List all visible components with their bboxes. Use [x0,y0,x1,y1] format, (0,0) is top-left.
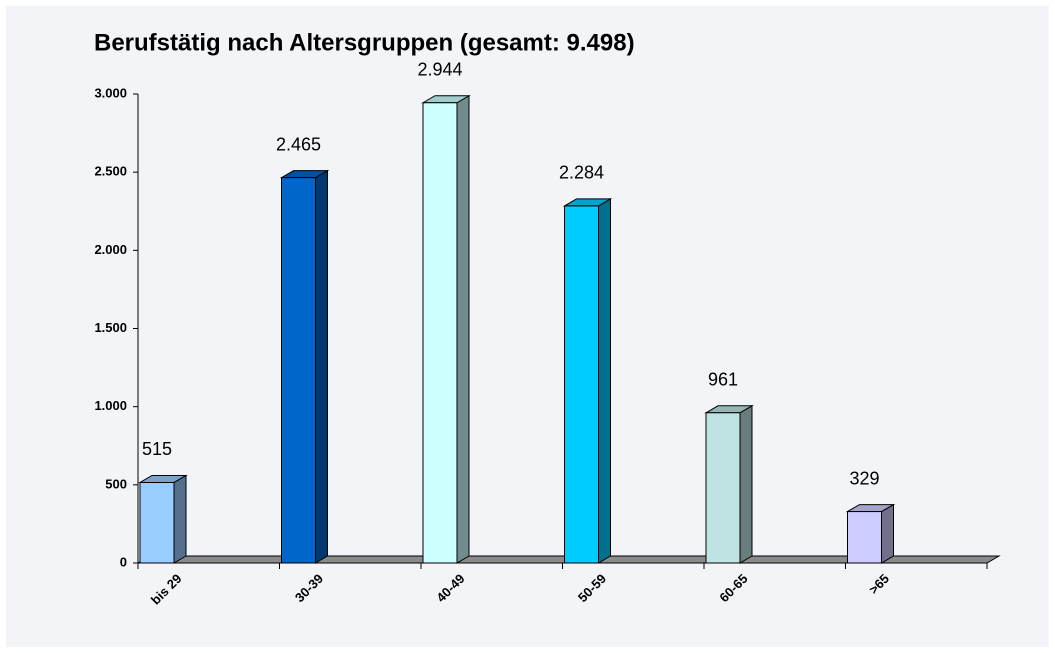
bar [847,511,882,564]
y-tick-label: 500 [105,476,127,491]
bar-top-shade [847,504,894,512]
value-label: 2.284 [559,163,604,183]
value-label: 2.465 [276,134,321,154]
bar-top-shade [281,170,328,178]
y-tick-label: 1.000 [94,398,127,413]
bar-side-shade [174,475,186,563]
bar-side-shade [881,504,894,563]
bar-side-shade [315,170,328,563]
value-label: 329 [849,468,879,488]
value-label: 2.944 [417,60,462,80]
y-tick-label: 1.500 [94,320,127,335]
y-tick-label: 0 [120,554,127,569]
bar [564,205,599,564]
y-tick-label: 2.000 [94,242,127,257]
bar [705,412,741,564]
bar [139,481,175,564]
value-label: 515 [142,439,172,459]
bar-side-shade [598,198,611,563]
chart-title: Berufstätig nach Altersgruppen (gesamt: … [94,29,635,56]
bar-top-shade [423,95,469,103]
value-label: 961 [708,370,738,390]
bar-side-shade [457,95,469,563]
bar-top-shade [140,475,186,483]
bar-side-shade [740,405,752,563]
bar [422,102,458,564]
bar [281,177,316,564]
y-tick-label: 2.500 [94,164,127,179]
y-tick-label: 3.000 [94,85,127,100]
bar-top-shade [564,198,611,206]
bar-top-shade [706,405,752,413]
